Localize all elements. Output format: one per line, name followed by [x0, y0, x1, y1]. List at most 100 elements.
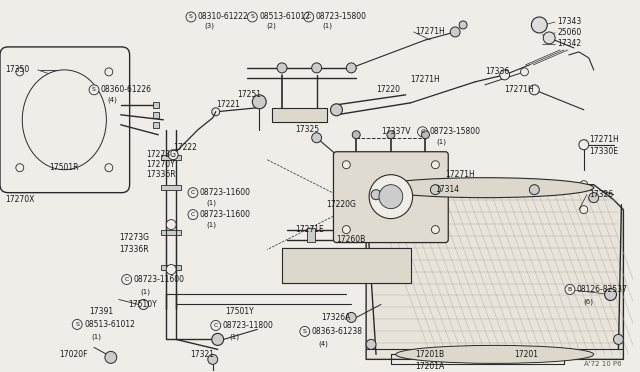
Circle shape: [89, 85, 99, 95]
Circle shape: [16, 164, 24, 172]
Circle shape: [580, 206, 588, 214]
Ellipse shape: [381, 269, 401, 280]
Text: A'72 10 P6: A'72 10 P6: [584, 361, 621, 368]
Text: (1): (1): [207, 199, 217, 206]
Text: 17325: 17325: [295, 125, 319, 134]
FancyBboxPatch shape: [272, 108, 326, 122]
Text: 17270Y: 17270Y: [147, 160, 175, 169]
Circle shape: [371, 190, 381, 200]
Text: C: C: [307, 15, 311, 19]
Circle shape: [342, 225, 350, 234]
Text: S: S: [189, 15, 193, 19]
FancyBboxPatch shape: [161, 185, 181, 190]
Text: (4): (4): [108, 97, 118, 103]
Circle shape: [366, 339, 376, 349]
Text: 17222: 17222: [173, 143, 197, 152]
Circle shape: [379, 185, 403, 209]
Text: 17260B: 17260B: [337, 235, 365, 244]
Ellipse shape: [22, 70, 106, 170]
FancyBboxPatch shape: [366, 228, 374, 241]
Text: 08723-11600: 08723-11600: [200, 188, 251, 197]
Text: 17271E: 17271E: [295, 225, 324, 234]
Circle shape: [422, 131, 429, 139]
Text: 17020F: 17020F: [60, 350, 88, 359]
Circle shape: [186, 12, 196, 22]
Text: 17273G: 17273G: [147, 150, 177, 159]
Text: (1): (1): [91, 333, 101, 340]
Circle shape: [300, 326, 310, 336]
Circle shape: [304, 12, 314, 22]
Text: 17501Y: 17501Y: [226, 307, 254, 316]
Circle shape: [105, 164, 113, 172]
Circle shape: [277, 63, 287, 73]
Circle shape: [166, 219, 176, 230]
Circle shape: [105, 68, 113, 76]
FancyBboxPatch shape: [161, 155, 181, 160]
Circle shape: [531, 17, 547, 33]
FancyBboxPatch shape: [154, 122, 159, 128]
Circle shape: [459, 21, 467, 29]
Text: 17271H: 17271H: [505, 85, 534, 94]
Text: 17326: 17326: [589, 190, 613, 199]
FancyBboxPatch shape: [333, 152, 448, 243]
FancyBboxPatch shape: [161, 230, 181, 235]
Circle shape: [168, 150, 178, 160]
Circle shape: [211, 320, 221, 330]
Text: S: S: [303, 329, 307, 334]
Text: 17330E: 17330E: [589, 147, 618, 156]
Text: 17220: 17220: [376, 85, 400, 94]
Circle shape: [450, 27, 460, 37]
Text: 17251: 17251: [237, 90, 262, 99]
Circle shape: [188, 210, 198, 219]
Text: 17326A: 17326A: [321, 313, 351, 322]
Text: 25060: 25060: [557, 28, 581, 38]
Circle shape: [431, 161, 439, 169]
Text: 17321: 17321: [190, 350, 214, 359]
Text: S: S: [92, 87, 96, 92]
Circle shape: [614, 334, 623, 344]
Circle shape: [342, 161, 350, 169]
Circle shape: [500, 70, 509, 80]
Text: 08363-61238: 08363-61238: [312, 327, 363, 336]
Circle shape: [208, 355, 218, 364]
Text: (1): (1): [323, 23, 333, 29]
Text: 17220G: 17220G: [326, 200, 356, 209]
Text: 17343: 17343: [557, 17, 581, 26]
Text: 17270X: 17270X: [5, 195, 35, 204]
Text: 08723-11800: 08723-11800: [223, 321, 273, 330]
Text: 17314: 17314: [435, 185, 460, 194]
Circle shape: [529, 185, 540, 195]
Circle shape: [330, 104, 342, 116]
Text: 17201B: 17201B: [415, 350, 445, 359]
Circle shape: [529, 85, 540, 95]
Circle shape: [312, 133, 321, 143]
Text: (1): (1): [207, 221, 217, 228]
Text: 17271H: 17271H: [411, 76, 440, 84]
FancyBboxPatch shape: [0, 47, 130, 193]
Text: 17336R: 17336R: [119, 245, 148, 254]
Text: 08513-61012: 08513-61012: [84, 320, 135, 329]
Text: 08723-15800: 08723-15800: [429, 127, 481, 136]
Circle shape: [346, 63, 356, 73]
Text: (1): (1): [436, 138, 446, 145]
Circle shape: [543, 32, 555, 44]
Text: (3): (3): [205, 23, 215, 29]
Circle shape: [138, 299, 148, 310]
Text: 08723-11600: 08723-11600: [134, 275, 184, 284]
Text: 17337V: 17337V: [381, 127, 410, 136]
FancyBboxPatch shape: [161, 264, 181, 270]
Circle shape: [105, 352, 116, 363]
Circle shape: [188, 187, 198, 198]
Circle shape: [589, 193, 598, 203]
Text: C: C: [420, 129, 425, 134]
Circle shape: [431, 185, 440, 195]
Text: 17201: 17201: [515, 350, 538, 359]
Text: (1): (1): [230, 333, 239, 340]
Text: 17350: 17350: [5, 65, 29, 74]
Text: 08513-61012: 08513-61012: [259, 13, 310, 22]
Circle shape: [248, 12, 257, 22]
Circle shape: [72, 320, 82, 330]
Text: 17273G: 17273G: [119, 233, 148, 242]
Text: (4): (4): [319, 340, 328, 347]
Circle shape: [579, 140, 589, 150]
